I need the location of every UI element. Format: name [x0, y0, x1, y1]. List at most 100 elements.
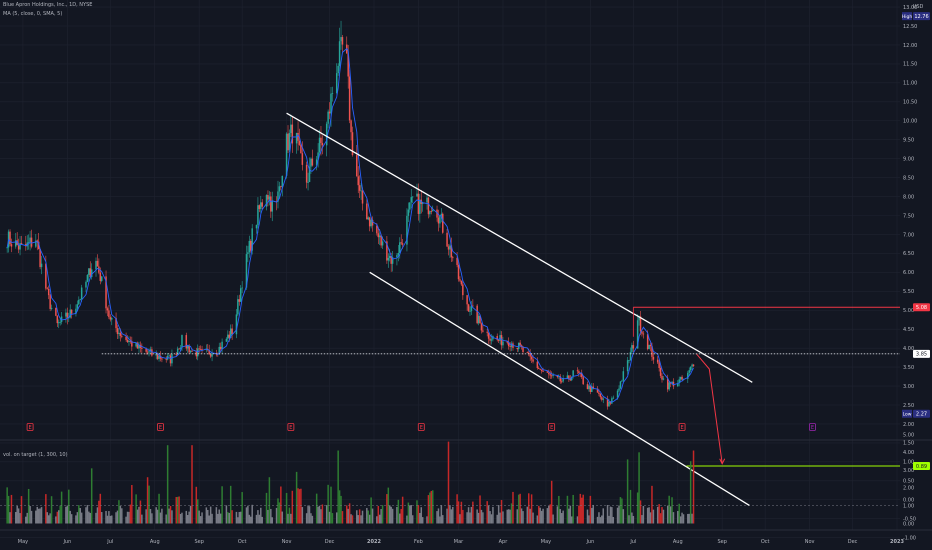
y-tick-label: 3.50	[903, 365, 914, 371]
candle-body	[397, 252, 400, 256]
price-label-box[interactable]	[913, 462, 930, 471]
volume-bar	[629, 489, 632, 524]
earnings-marker[interactable]	[548, 423, 556, 431]
volume-bar	[542, 508, 544, 524]
y-tick-label: 10.50	[903, 100, 917, 106]
volume-bar	[546, 508, 549, 524]
candle-body	[479, 315, 481, 324]
candle-body	[145, 348, 147, 352]
channel-upper-line[interactable]	[286, 112, 753, 383]
volume-bar	[612, 516, 615, 524]
volume-bar	[265, 492, 268, 524]
y-tick-label: -1.00	[903, 535, 916, 541]
y-tick-label: 8.00	[903, 194, 914, 200]
volume-bar	[516, 509, 519, 524]
volume-bar	[251, 504, 253, 524]
volume-bar	[166, 445, 169, 524]
candle-body	[581, 373, 583, 378]
volume-bar	[20, 496, 23, 524]
volume-bar	[522, 511, 524, 524]
volume-bar	[96, 507, 99, 524]
candle-body	[135, 342, 137, 347]
candle-body	[238, 299, 241, 302]
volume-bar	[310, 513, 312, 524]
candle-body	[60, 316, 63, 322]
candle-body	[311, 158, 314, 166]
volume-bar	[317, 506, 319, 524]
volume-bar	[340, 495, 342, 524]
volume-bar	[308, 506, 311, 524]
volume-bar	[315, 493, 318, 524]
volume-y-tick-label: 4.00	[903, 450, 914, 456]
volume-bar	[410, 505, 412, 524]
volume-bar	[470, 506, 473, 524]
candle-body	[591, 386, 593, 392]
volume-bar	[562, 510, 564, 524]
earnings-marker[interactable]	[157, 423, 164, 431]
volume-bar	[502, 511, 504, 524]
x-tick-label: Dec	[325, 539, 335, 545]
x-tick-label: Jun	[585, 539, 594, 545]
candle-body	[576, 370, 579, 372]
volume-bar	[156, 509, 159, 524]
candle-body	[90, 269, 93, 278]
candle-body	[186, 345, 189, 349]
volume-bar	[371, 508, 374, 524]
candle-body	[20, 243, 23, 245]
volume-bar	[357, 515, 359, 524]
x-tick-label: Nov	[282, 539, 292, 545]
volume-bar	[631, 512, 633, 524]
candle-body	[96, 260, 99, 267]
candle-body	[618, 388, 620, 391]
earnings-marker[interactable]	[287, 423, 295, 431]
volume-bar	[621, 498, 623, 524]
volume-bar	[618, 505, 620, 524]
price-label-box[interactable]	[913, 409, 930, 418]
candle-body	[66, 312, 69, 319]
candle-body	[341, 37, 344, 45]
projection-line[interactable]	[696, 353, 723, 464]
volume-bar	[469, 512, 471, 524]
candle-body	[258, 205, 261, 209]
candle-body	[529, 353, 531, 357]
volume-bar	[47, 515, 50, 524]
volume-bar	[6, 487, 8, 524]
volume-bar	[486, 501, 488, 524]
channel-lower-line[interactable]	[369, 271, 750, 506]
volume-bar	[539, 507, 541, 524]
symbol-title[interactable]: Blue Apron Holdings, Inc., 1D, NYSE	[3, 2, 93, 8]
earnings-marker[interactable]	[809, 423, 816, 431]
volume-indicator-label[interactable]: vol. on target (1, 300, 10)	[3, 452, 68, 458]
volume-bar	[325, 505, 328, 524]
earnings-marker[interactable]	[26, 423, 34, 431]
price-label-box[interactable]	[913, 12, 930, 21]
volume-bar	[188, 511, 190, 524]
volume-bar	[397, 499, 400, 524]
volume-bar	[176, 496, 179, 524]
volume-bar	[208, 515, 210, 524]
candle-body	[325, 123, 328, 146]
candle-body	[75, 308, 77, 314]
volume-bar	[556, 506, 559, 524]
candle-body	[560, 381, 563, 383]
moving-average-line[interactable]	[6, 47, 694, 403]
candle-body	[99, 272, 102, 281]
candle-body	[131, 341, 133, 347]
earnings-marker[interactable]	[417, 423, 425, 431]
ma-indicator-label[interactable]: MA (5, close, 0, SMA, 5)	[3, 11, 63, 17]
volume-bar	[248, 514, 251, 524]
price-label-box[interactable]	[913, 349, 930, 358]
candle-body	[619, 381, 622, 389]
volume-bar	[186, 515, 189, 524]
volume-bar	[30, 510, 33, 524]
volume-bar	[396, 506, 398, 524]
candle-body	[477, 315, 480, 324]
volume-bar	[215, 507, 218, 524]
volume-bar	[351, 515, 354, 524]
earnings-marker[interactable]	[678, 423, 686, 431]
price-label-box[interactable]	[913, 303, 930, 312]
candle-body	[255, 224, 258, 229]
volume-bar	[497, 505, 500, 524]
volume-bar	[489, 511, 491, 524]
